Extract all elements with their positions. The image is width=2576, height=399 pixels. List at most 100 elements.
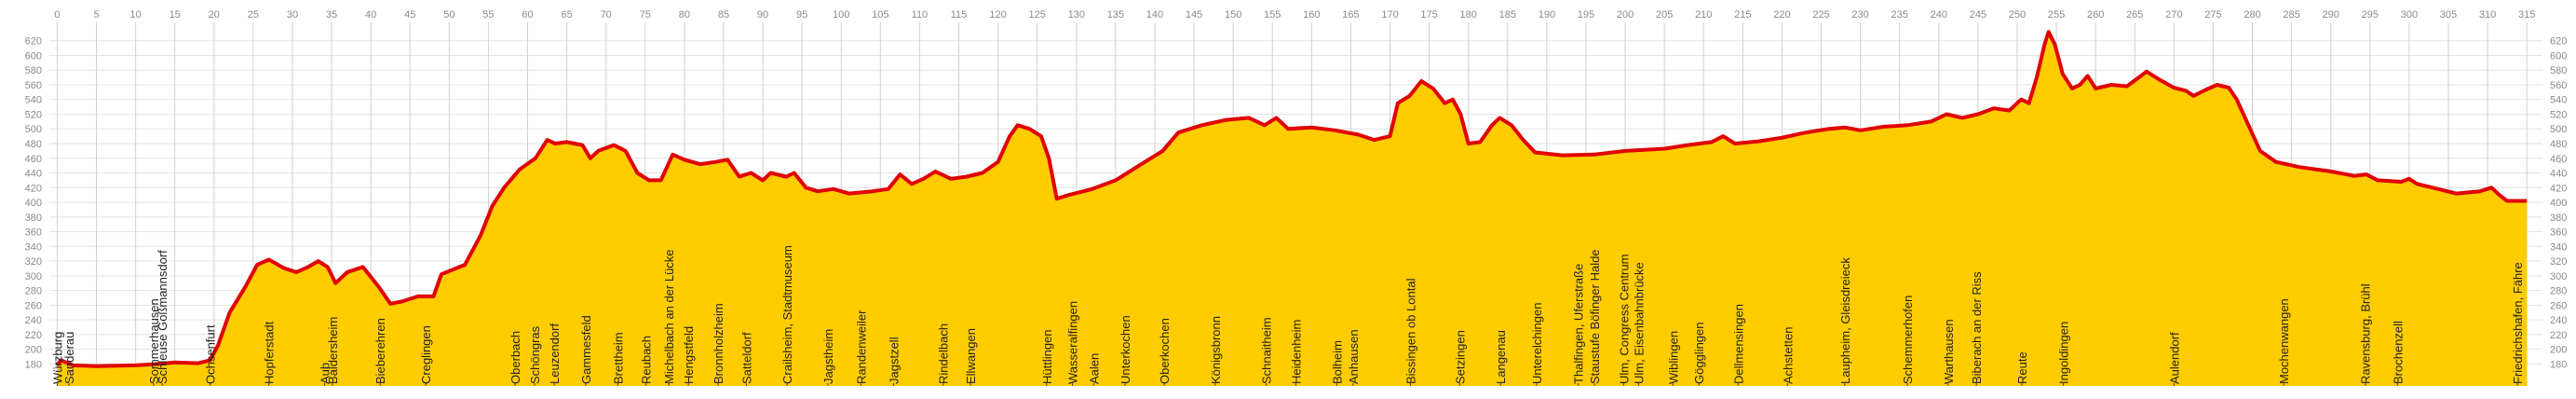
x-tick-label: 0 xyxy=(54,9,60,21)
x-tick-label: 295 xyxy=(2362,9,2379,21)
x-tick-label: 160 xyxy=(1303,9,1320,21)
y-tick-label-right: 480 xyxy=(2550,139,2567,150)
y-tick-label: 620 xyxy=(25,36,42,48)
y-tick-label: 420 xyxy=(25,183,42,194)
x-tick-label: 280 xyxy=(2244,9,2260,21)
station-label: Langenau xyxy=(1494,330,1508,384)
x-tick-label: 130 xyxy=(1068,9,1085,21)
station-label: Reute xyxy=(2015,351,2029,384)
x-tick-label: 250 xyxy=(2009,9,2026,21)
y-tick-label: 320 xyxy=(25,256,42,268)
station-label: Heidenheim xyxy=(1290,320,1304,384)
x-tick-label: 235 xyxy=(1891,9,1908,21)
y-tick-label: 220 xyxy=(25,330,42,341)
station-label: Michelbach an der Lücke xyxy=(662,249,676,384)
station-label: Staustufe Böfinger Halde xyxy=(1588,249,1602,384)
y-tick-label-right: 400 xyxy=(2550,198,2567,209)
y-tick-label: 340 xyxy=(25,241,42,253)
x-tick-label: 125 xyxy=(1029,9,1046,21)
x-tick-label: 270 xyxy=(2165,9,2182,21)
y-tick-label-right: 440 xyxy=(2550,169,2567,180)
x-tick-label: 70 xyxy=(601,9,612,21)
station-label: Oberbach xyxy=(508,331,522,384)
x-tick-label: 75 xyxy=(640,9,651,21)
station-label: Satteldorf xyxy=(739,332,753,384)
y-tick-label: 440 xyxy=(25,169,42,180)
x-tick-label: 185 xyxy=(1499,9,1516,21)
y-tick-label: 240 xyxy=(25,315,42,326)
x-tick-label: 145 xyxy=(1186,9,1202,21)
x-tick-label: 80 xyxy=(679,9,690,21)
station-label: Ingoldingen xyxy=(2057,322,2071,384)
y-tick-label-right: 500 xyxy=(2550,124,2567,135)
station-label: Biberach an der Riss xyxy=(1970,271,1984,384)
elevation-area xyxy=(57,32,2528,386)
x-tick-label: 220 xyxy=(1773,9,1790,21)
station-label: Gammesfeld xyxy=(579,315,593,384)
y-tick-label-right: 620 xyxy=(2550,36,2567,48)
station-label: Bronnholzheim xyxy=(712,303,725,384)
y-tick-label: 360 xyxy=(25,227,42,239)
y-tick-label: 260 xyxy=(25,300,42,311)
y-tick-label-right: 460 xyxy=(2550,154,2567,165)
y-tick-label-right: 300 xyxy=(2550,271,2567,282)
station-label: Randenweiler xyxy=(854,310,868,384)
station-label: Warthausen xyxy=(1942,319,1956,384)
x-tick-label: 60 xyxy=(522,9,533,21)
y-tick-label-right: 560 xyxy=(2550,80,2567,91)
y-tick-label: 500 xyxy=(25,124,42,135)
y-tick-label-right: 520 xyxy=(2550,109,2567,120)
station-label: Friedrichshafen, Fähre xyxy=(2511,262,2525,384)
x-tick-label: 115 xyxy=(951,9,968,21)
x-tick-label: 30 xyxy=(287,9,298,21)
station-label: Schöngras xyxy=(528,325,542,384)
x-tick-label: 10 xyxy=(129,9,141,21)
y-tick-label-right: 180 xyxy=(2550,359,2567,370)
station-label: Bissingen ob Lontal xyxy=(1403,278,1417,384)
x-tick-label: 120 xyxy=(989,9,1006,21)
station-label: Sanderau xyxy=(62,332,76,384)
station-label: Gögglingen xyxy=(1692,323,1706,385)
station-label: Schleuse Goßmannsdorf xyxy=(156,250,169,384)
y-tick-label-right: 420 xyxy=(2550,183,2567,194)
y-tick-label: 400 xyxy=(25,198,42,209)
y-tick-label: 560 xyxy=(25,80,42,91)
y-tick-label: 580 xyxy=(25,65,42,76)
y-tick-label-right: 340 xyxy=(2550,241,2567,253)
x-tick-label: 260 xyxy=(2087,9,2104,21)
x-tick-label: 25 xyxy=(248,9,259,21)
x-tick-label: 135 xyxy=(1107,9,1124,21)
y-tick-label-right: 220 xyxy=(2550,330,2567,341)
y-tick-label-right: 600 xyxy=(2550,50,2567,62)
station-label: Wasseralfingen xyxy=(1066,301,1080,384)
x-tick-label: 190 xyxy=(1539,9,1555,21)
y-tick-label: 520 xyxy=(25,109,42,120)
y-tick-label-right: 580 xyxy=(2550,65,2567,76)
station-label: Aub xyxy=(318,363,332,384)
station-label: Anhausen xyxy=(1347,329,1361,384)
x-tick-label: 310 xyxy=(2479,9,2496,21)
x-tick-label: 215 xyxy=(1734,9,1751,21)
station-label: Creglingen xyxy=(419,325,433,384)
station-label: Baldersheim xyxy=(326,317,340,384)
x-tick-label: 20 xyxy=(209,9,220,21)
x-tick-label: 180 xyxy=(1460,9,1477,21)
y-tick-label: 480 xyxy=(25,139,42,150)
station-label: Hengstfeld xyxy=(682,326,696,384)
x-tick-label: 85 xyxy=(718,9,729,21)
station-label: Achstetten xyxy=(1781,327,1795,384)
y-tick-label: 600 xyxy=(25,50,42,62)
x-tick-label: 255 xyxy=(2048,9,2065,21)
station-label: Crailsheim, Stadtmuseum xyxy=(780,245,794,384)
station-label: Dellmensingen xyxy=(1731,304,1745,384)
x-tick-label: 245 xyxy=(1970,9,1986,21)
x-tick-label: 90 xyxy=(757,9,768,21)
station-label: Ochsenfurt xyxy=(204,324,218,384)
x-tick-label: 15 xyxy=(169,9,181,21)
y-tick-label: 460 xyxy=(25,154,42,165)
x-tick-label: 305 xyxy=(2440,9,2457,21)
x-tick-label: 55 xyxy=(482,9,494,21)
x-tick-label: 175 xyxy=(1420,9,1437,21)
x-tick-label: 205 xyxy=(1656,9,1673,21)
station-label: Leuzendorf xyxy=(548,323,562,384)
